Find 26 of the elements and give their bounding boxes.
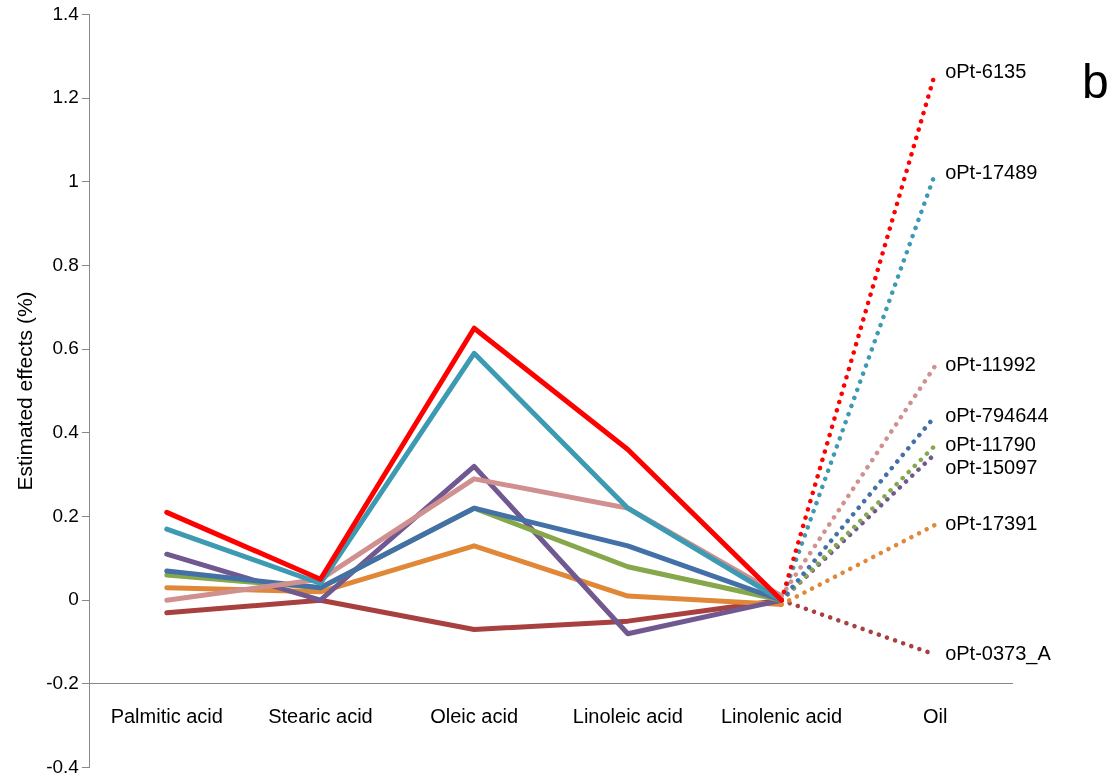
y-tick-label: -0.2	[46, 672, 79, 694]
series-label: oPt-6135	[945, 60, 1027, 83]
y-tick-label: 0.2	[52, 504, 79, 526]
y-tick-label: 0	[68, 588, 79, 610]
x-tick-label: Palmitic acid	[110, 705, 223, 728]
series-label: oPt-17391	[945, 512, 1038, 535]
x-tick-label: Stearic acid	[268, 705, 373, 728]
text: b	[1082, 55, 1109, 108]
x-tick-label: Oleic acid	[430, 705, 519, 728]
y-tick-label: 1.4	[52, 2, 80, 24]
y-tick-label: -0.4	[46, 755, 80, 777]
series-label: oPt-15097	[945, 455, 1038, 478]
y-tick-label: 1	[68, 170, 79, 192]
y-axis-title: Estimated effects (%)	[13, 291, 37, 491]
x-tick-label: Linolenic acid	[720, 705, 843, 728]
series-label: oPt-11992	[945, 353, 1036, 376]
y-tick-label: 0.4	[52, 421, 80, 443]
series-label: oPt-17489	[945, 160, 1038, 183]
series-label: oPt-0373_A	[945, 642, 1052, 666]
series-label: oPt-11790	[945, 432, 1036, 455]
y-tick-label: 1.2	[52, 86, 79, 108]
series-label: oPt-794644	[945, 403, 1049, 426]
y-tick-label: 0.6	[52, 337, 79, 359]
x-tick-label: Linoleic acid	[572, 705, 683, 728]
x-tick-label: Oil	[922, 705, 948, 728]
y-tick-label: 0.8	[52, 253, 79, 275]
